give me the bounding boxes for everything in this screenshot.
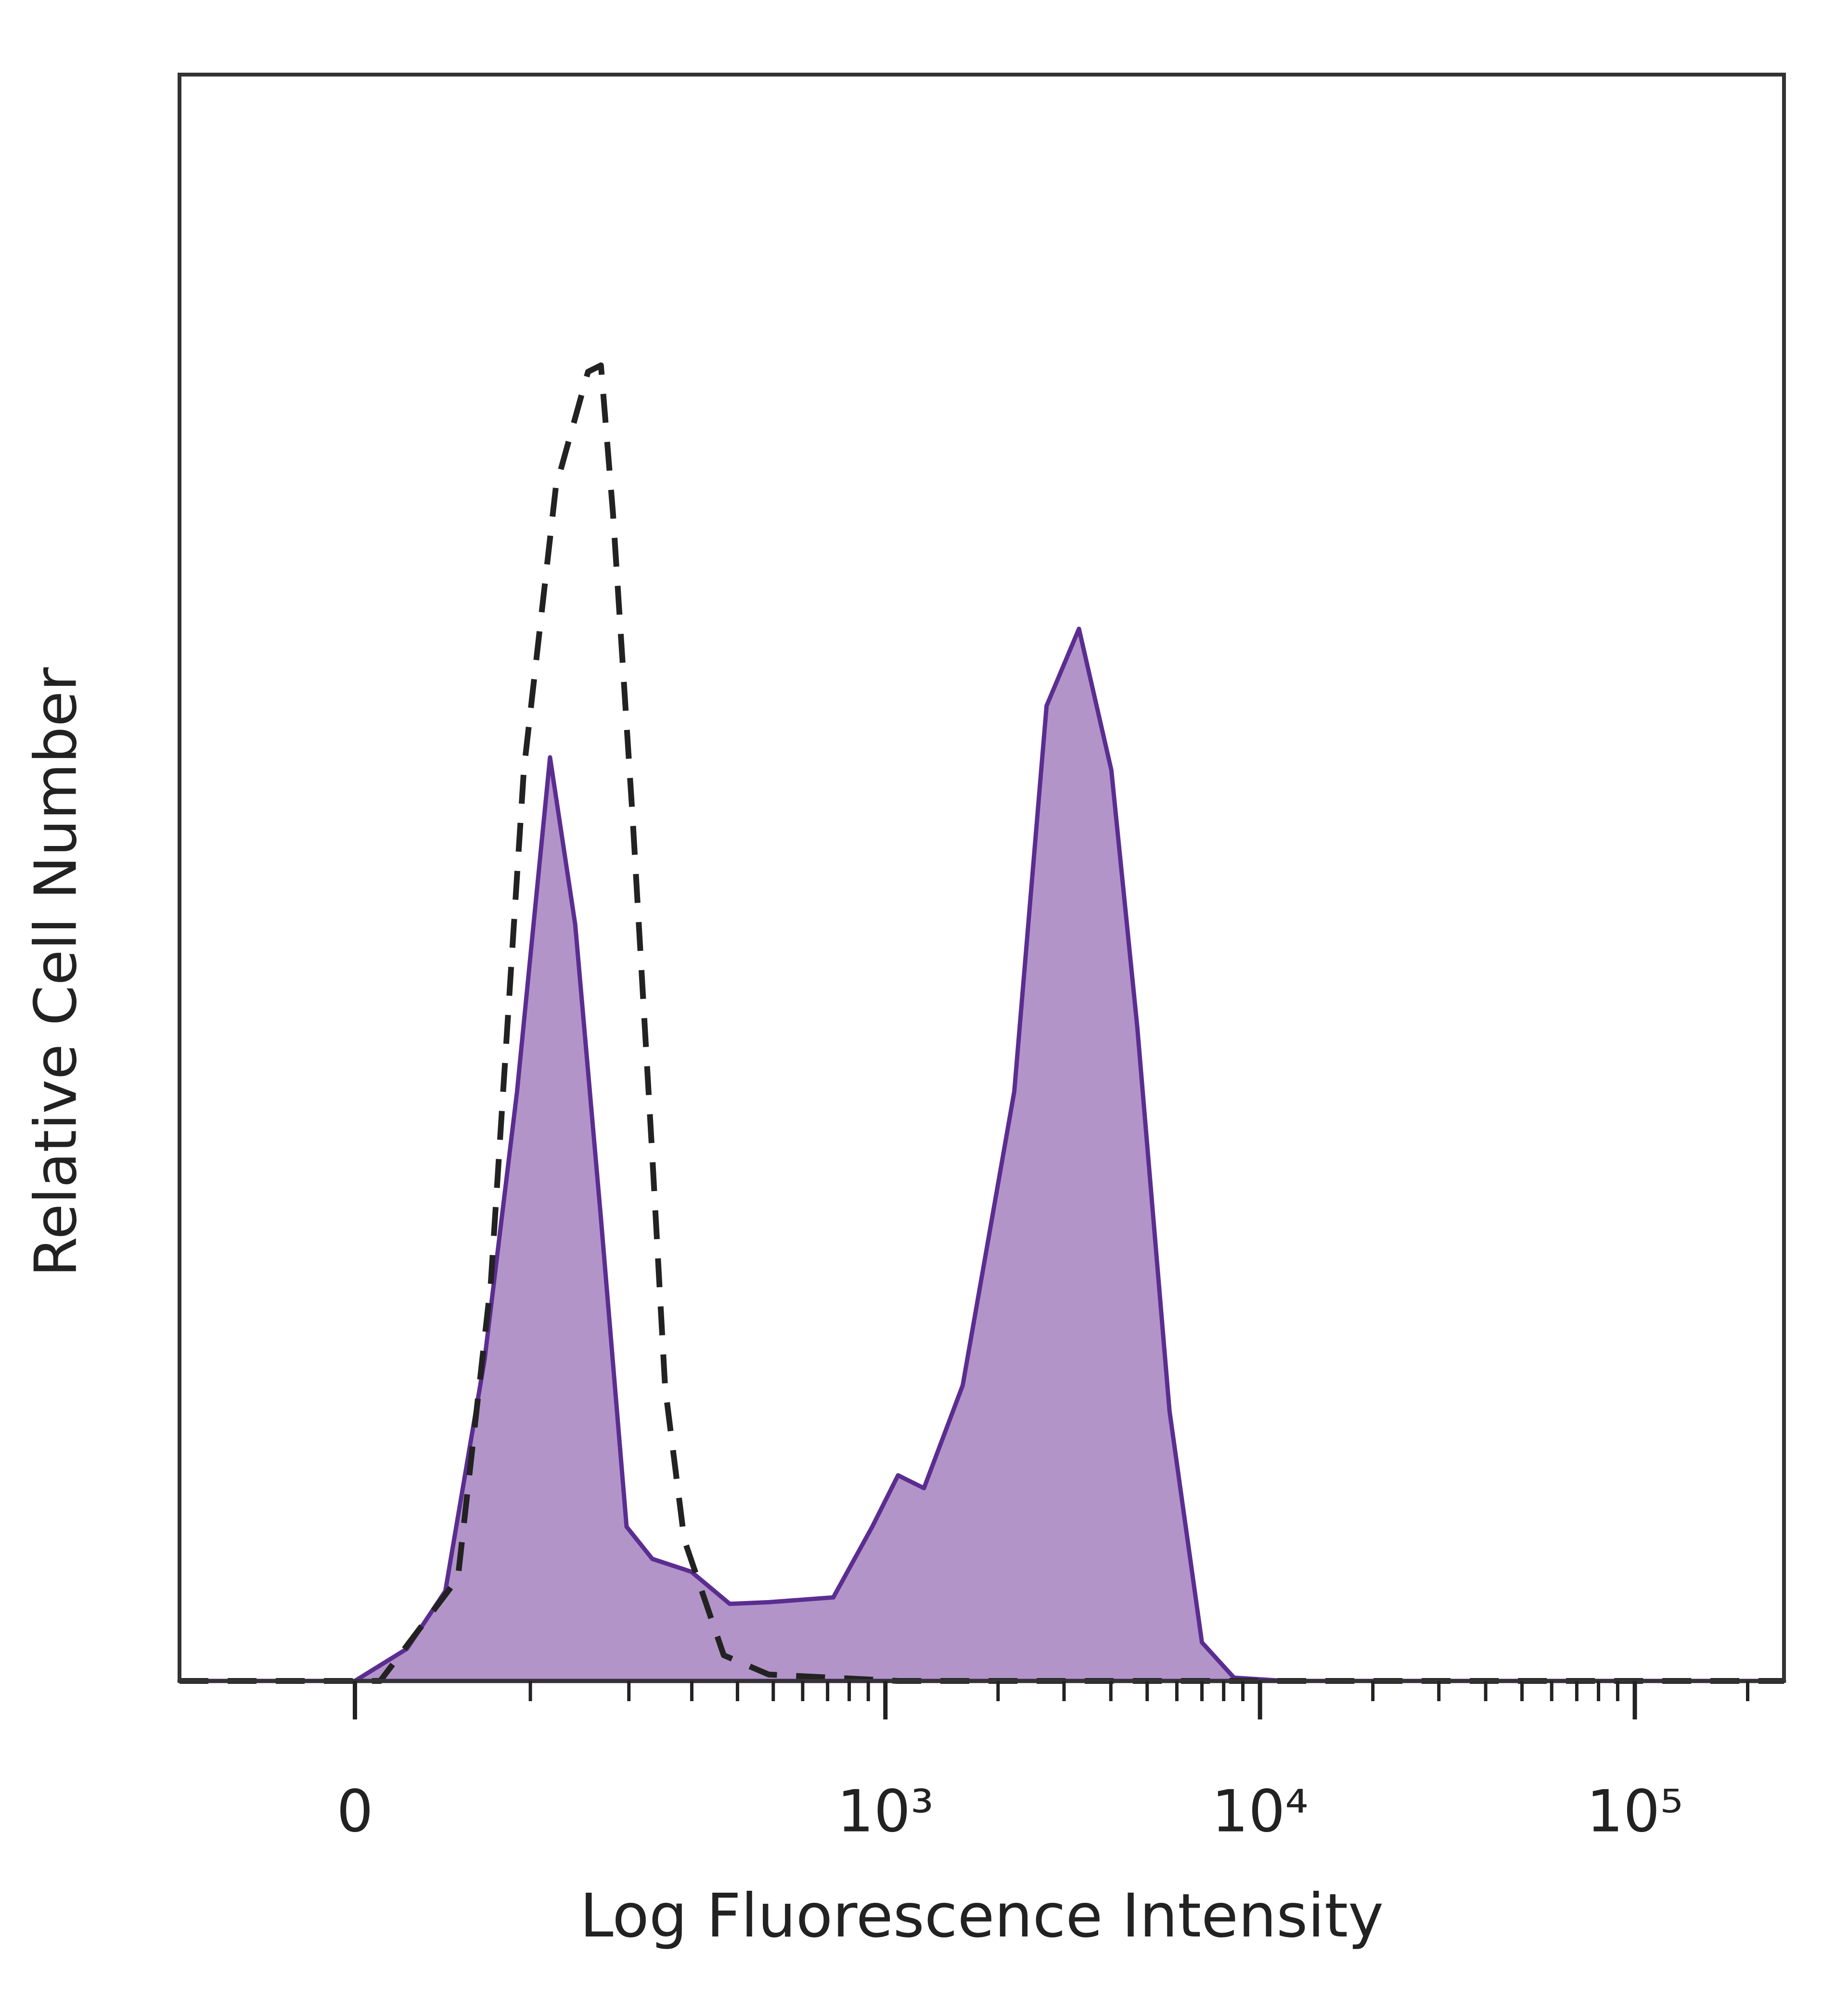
histogram-line — [180, 362, 1784, 1684]
x-tick-label: 10⁵ — [1587, 1779, 1683, 1846]
x-tick-label: 10⁴ — [1212, 1779, 1309, 1846]
x-tick-label: 10³ — [837, 1779, 934, 1846]
y-axis-label: Relative Cell Number — [23, 667, 90, 1277]
histogram-area — [177, 627, 1786, 1683]
x-tick-label: 0 — [336, 1779, 373, 1846]
plot-frame — [178, 73, 1786, 1683]
x-axis-label: Log Fluorescence Intensity — [580, 1881, 1384, 1951]
